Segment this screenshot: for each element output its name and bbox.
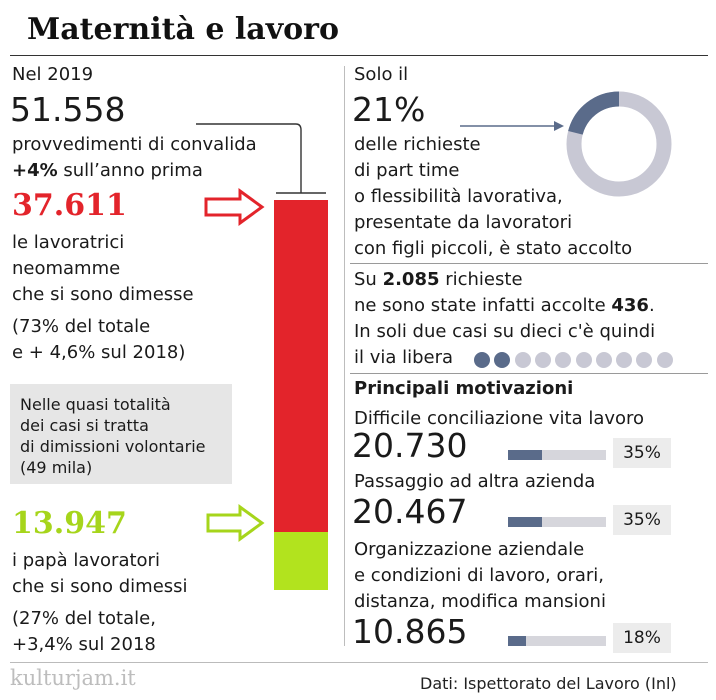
watermark: kulturjam.it xyxy=(10,666,136,690)
motivation-label: Passaggio ad altra azienda xyxy=(354,471,596,492)
donut-pointer-head xyxy=(554,121,564,131)
info-box-line: dei casi si tratta xyxy=(20,416,149,435)
pct-line: di part time xyxy=(354,160,460,181)
info-box-line: Nelle quasi totalità xyxy=(20,395,171,414)
connector-line xyxy=(196,123,302,193)
change-rest: sull’anno prima xyxy=(57,160,203,181)
motivation-pct: 35% xyxy=(613,438,671,468)
footer-rule xyxy=(10,662,708,663)
motivation-label: distanza, modifica mansioni xyxy=(354,591,606,612)
year-label: Nel 2019 xyxy=(12,64,94,85)
mothers-note: (73% del totale xyxy=(12,316,151,337)
page-title: Maternità e lavoro xyxy=(27,12,339,47)
motivation-bar-fill xyxy=(508,636,526,646)
dot-rejected xyxy=(534,352,551,368)
motivation-value: 20.467 xyxy=(352,492,468,531)
motivation-bar-track xyxy=(508,636,606,646)
mothers-value: 37.611 xyxy=(12,188,127,223)
mothers-line: le lavoratrici xyxy=(12,232,125,253)
req-text-c: richieste xyxy=(439,269,523,290)
arrow-red xyxy=(204,188,265,226)
motivation-pct: 18% xyxy=(613,623,671,653)
column-divider xyxy=(344,66,345,646)
fathers-note: +3,4% sul 2018 xyxy=(12,634,156,655)
mothers-line: neomamme xyxy=(12,258,121,279)
pct-line: con figli piccoli, è stato accolto xyxy=(354,238,633,259)
info-box-line: (49 mila) xyxy=(20,458,93,477)
dot-rejected xyxy=(636,352,653,368)
req-total: 2.085 xyxy=(382,269,440,290)
change-text: +4% sull’anno prima xyxy=(12,158,203,184)
change-bold: +4% xyxy=(12,160,58,181)
dot-rejected xyxy=(514,352,531,368)
solo-label: Solo il xyxy=(354,64,409,85)
requests-line-3: In soli due casi su dieci c'è quindi xyxy=(354,321,656,342)
dot-rejected xyxy=(555,352,572,368)
info-box-line: di dimissioni volontarie xyxy=(20,437,206,456)
dot-rejected xyxy=(595,352,612,368)
req-text-a: Su xyxy=(354,269,383,290)
donut-slice-accepted xyxy=(568,91,620,136)
fathers-line: che si sono dimessi xyxy=(12,576,188,597)
motivation-bar-fill xyxy=(508,450,543,460)
motivation-bar-track xyxy=(508,450,606,460)
requests-line-1: Su 2.085 richieste xyxy=(354,267,523,293)
motivation-bar-fill xyxy=(508,517,543,527)
pct-line: o flessibilità lavorativa, xyxy=(354,186,563,207)
right-rule-2 xyxy=(350,373,708,374)
motivation-label: Organizzazione aziendale xyxy=(354,539,585,560)
req-text-a: ne sono state infatti accolte xyxy=(354,295,612,316)
fathers-line: i papà lavoratori xyxy=(12,550,160,571)
info-box xyxy=(10,384,232,484)
right-rule-1 xyxy=(350,263,708,264)
dot-rejected xyxy=(575,352,592,368)
requests-line-2: ne sono state infatti accolte 436. xyxy=(354,293,655,319)
pct-value: 21% xyxy=(352,90,426,129)
motivation-label: e condizioni di lavoro, orari, xyxy=(354,565,605,586)
motivations-title: Principali motivazioni xyxy=(354,378,574,399)
req-text-c: . xyxy=(648,295,655,316)
requests-line-4: il via libera xyxy=(354,347,454,368)
stacked-bar-chart xyxy=(196,123,328,590)
dot-rejected xyxy=(656,352,673,368)
mothers-line: che si sono dimesse xyxy=(12,284,194,305)
motivation-label: Difficile conciliazione vita lavoro xyxy=(354,408,645,429)
donut-chart xyxy=(460,91,672,197)
dot-rejected xyxy=(616,352,633,368)
motivation-pct: 35% xyxy=(613,505,671,535)
fathers-note: (27% del totale, xyxy=(12,608,156,629)
req-accepted: 436 xyxy=(611,295,649,316)
bar-segment-fathers xyxy=(274,532,328,590)
motivation-value: 20.730 xyxy=(352,426,468,465)
motivation-bar-track xyxy=(508,517,606,527)
fathers-value: 13.947 xyxy=(12,506,127,541)
motivation-value: 10.865 xyxy=(352,612,468,651)
arrow-green xyxy=(206,504,265,542)
total-value: 51.558 xyxy=(10,90,126,129)
pct-line: delle richieste xyxy=(354,134,481,155)
source-note: Dati: Ispettorato del Lavoro (Inl) xyxy=(420,674,677,693)
mothers-note: e + 4,6% sul 2018) xyxy=(12,342,186,363)
dot-accepted xyxy=(494,352,511,368)
dot-accepted xyxy=(474,352,490,368)
bar-segment-mothers xyxy=(274,200,328,532)
pct-line: presentate da lavoratori xyxy=(354,212,573,233)
title-rule xyxy=(10,55,708,56)
total-desc: provvedimenti di convalida xyxy=(12,134,257,155)
